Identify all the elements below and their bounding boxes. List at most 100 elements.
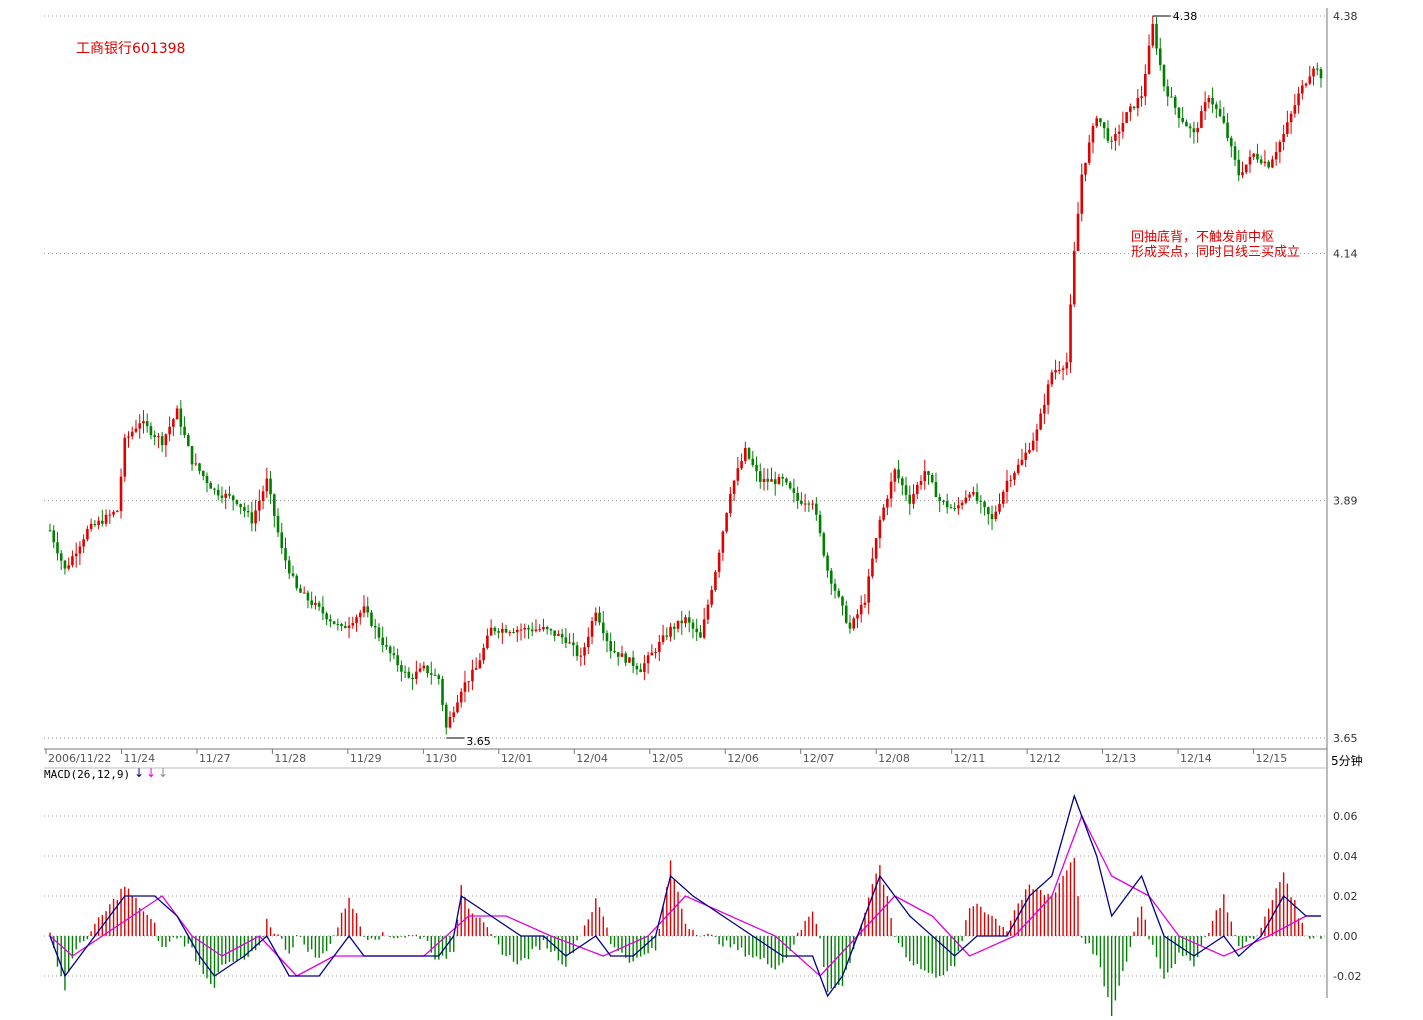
candle-body [1158,48,1162,66]
candle-body [295,575,299,589]
candle-body [93,523,97,525]
candle-body [130,431,134,437]
candle-body [433,674,437,676]
candle-body [265,478,269,492]
candle-body [1076,213,1080,251]
candle-body [228,493,231,496]
x-tick-label: 11/28 [274,752,306,765]
candle-body [680,620,684,624]
candle-body [519,629,523,631]
candle-body [172,419,175,427]
candle-body [796,492,799,501]
candle-body [175,408,179,420]
candle-body [1050,372,1054,385]
candle-body [179,408,183,427]
candle-body [762,478,766,482]
candle-body [530,629,534,632]
stock-title: 工商银行601398 [76,41,186,57]
candle-body [1226,122,1229,139]
candle-body [1110,140,1113,142]
candle-body [250,512,254,524]
candle-body [430,673,433,675]
candle-body [258,500,261,511]
candle-body [1215,104,1218,109]
candle-body [1286,122,1289,134]
candle-body [220,495,224,498]
candle-body [590,621,594,637]
candle-body [856,614,859,619]
macd-arrow-icon[interactable]: ↓ [158,766,169,780]
candle-body [407,671,411,678]
candle-body [1233,146,1237,160]
candle-body [1054,370,1057,373]
candle-body [807,503,811,505]
candle-body [1132,106,1136,109]
price-y-tick-label: 4.14 [1333,247,1358,260]
candle-body [1222,116,1226,123]
candle-body [1058,369,1061,371]
candle-body [927,471,930,475]
candle-body [859,604,863,615]
candle-body [560,634,564,638]
period-selector[interactable]: 5分钟 [1331,754,1363,768]
candle-body [276,515,280,533]
candle-body [691,622,695,629]
candle-body [1259,159,1263,164]
candle-body [598,612,601,623]
macd-indicator-label[interactable]: MACD(26,12,9) [44,768,131,781]
candle-body [1095,118,1099,127]
candle-body [418,668,422,672]
high-marker-label: 4.38 [1173,10,1198,23]
candle-body [1244,164,1248,173]
candle-body [478,660,482,669]
candle-body [329,619,332,622]
x-tick-label: 11/24 [123,752,155,765]
candle-body [243,507,246,511]
candle-body [1125,112,1128,123]
candle-body [897,469,900,479]
candle-body [190,446,194,465]
candle-body [1282,133,1285,142]
candle-body [1166,86,1170,97]
candle-body [314,602,317,605]
candle-body [74,553,78,557]
candle-body [71,556,74,566]
candle-body [123,437,127,477]
candle-body [609,641,613,652]
candle-body [82,539,85,547]
candle-body [665,635,669,637]
candle-body [216,489,220,496]
low-marker-label: 3.65 [466,735,491,748]
candle-body [388,646,392,654]
candle-body [205,475,209,483]
candle-body [1099,118,1102,123]
dif-arrow-icon[interactable]: ↓ [134,766,145,780]
candle-body [115,510,119,512]
candle-body [108,514,112,516]
x-tick-label: 12/08 [878,752,910,765]
candle-body [579,655,583,657]
candle-body [1028,449,1031,453]
candle-body [882,507,885,520]
candle-body [474,668,478,670]
candle-body [1144,73,1147,97]
candle-body [194,463,198,465]
dea-arrow-icon[interactable]: ↓ [146,766,157,780]
candle-body [415,671,418,680]
candle-body [231,495,235,501]
candle-body [1181,118,1184,122]
candle-body [1039,413,1042,430]
candle-body [968,494,971,498]
candle-body [639,669,642,672]
candle-body [729,493,732,514]
candle-body [358,612,362,618]
candle-body [628,657,631,663]
candle-body [52,530,56,543]
candle-body [545,626,549,630]
candle-body [1072,250,1076,305]
candle-body [366,606,370,613]
candle-body [332,621,336,624]
candle-body [1102,122,1106,129]
candle-body [964,497,968,503]
